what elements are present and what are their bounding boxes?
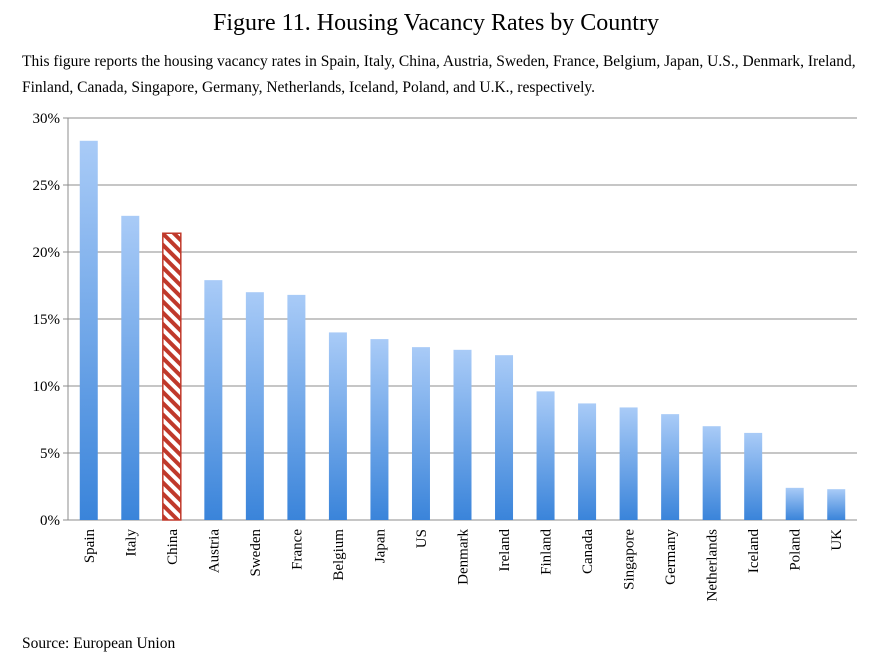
y-axis-ticks: 0% 5% 10% 15% 20% 25% 30%	[33, 111, 61, 529]
bar-france	[287, 294, 306, 520]
bar-finland	[536, 391, 555, 520]
x-tick-label: France	[289, 529, 305, 570]
bar-poland	[785, 487, 804, 520]
bars	[79, 140, 846, 521]
x-tick-label: Finland	[539, 529, 555, 575]
y-tick-label: 20%	[33, 245, 61, 261]
bar-china	[162, 232, 182, 521]
x-tick-label: Netherlands	[705, 529, 721, 602]
bar-denmark	[453, 349, 472, 520]
bar-singapore	[619, 407, 638, 520]
y-tick-label: 30%	[33, 111, 61, 127]
figure-caption: This figure reports the housing vacancy …	[22, 53, 856, 96]
x-tick-label: Austria	[206, 529, 222, 574]
x-tick-label: Germany	[663, 529, 679, 585]
bar-uk	[827, 489, 846, 520]
bar-germany	[661, 414, 680, 520]
y-tick-label: 15%	[33, 312, 61, 328]
x-axis-labels: Spain Italy China Austria Sweden France Belgiu…	[82, 529, 845, 602]
figure-title: Figure 11. Housing Vacancy Rates by Coun…	[213, 10, 659, 36]
bar-sweden	[245, 292, 264, 520]
x-tick-label: Canada	[580, 529, 596, 574]
bar-canada	[578, 403, 597, 520]
x-tick-label: Spain	[82, 529, 98, 564]
y-tick-label: 5%	[40, 446, 60, 462]
x-tick-label: Italy	[123, 529, 139, 557]
bar-japan	[370, 339, 389, 520]
x-tick-label: Japan	[372, 529, 388, 564]
x-tick-label: Iceland	[746, 529, 762, 574]
x-tick-label: UK	[829, 529, 845, 551]
x-tick-label: Singapore	[622, 529, 638, 590]
y-tick-label: 0%	[40, 513, 60, 529]
x-tick-label: Poland	[788, 529, 804, 571]
x-tick-label: Sweden	[248, 529, 264, 577]
x-tick-label: Denmark	[456, 529, 472, 585]
bar-netherlands	[702, 426, 721, 520]
y-tick-label: 10%	[33, 379, 61, 395]
figure-source: Source: European Union	[22, 635, 176, 652]
bar-spain	[79, 140, 98, 520]
y-tick-label: 25%	[33, 178, 61, 194]
bar-us	[411, 347, 430, 520]
bar-ireland	[495, 355, 514, 520]
x-tick-label: China	[165, 529, 181, 565]
bar-austria	[204, 280, 223, 520]
bar-iceland	[744, 432, 763, 520]
bar-italy	[121, 215, 140, 520]
x-tick-label: Belgium	[331, 529, 347, 581]
bar-belgium	[328, 332, 347, 520]
x-tick-label: US	[414, 529, 430, 548]
x-tick-label: Ireland	[497, 529, 513, 572]
